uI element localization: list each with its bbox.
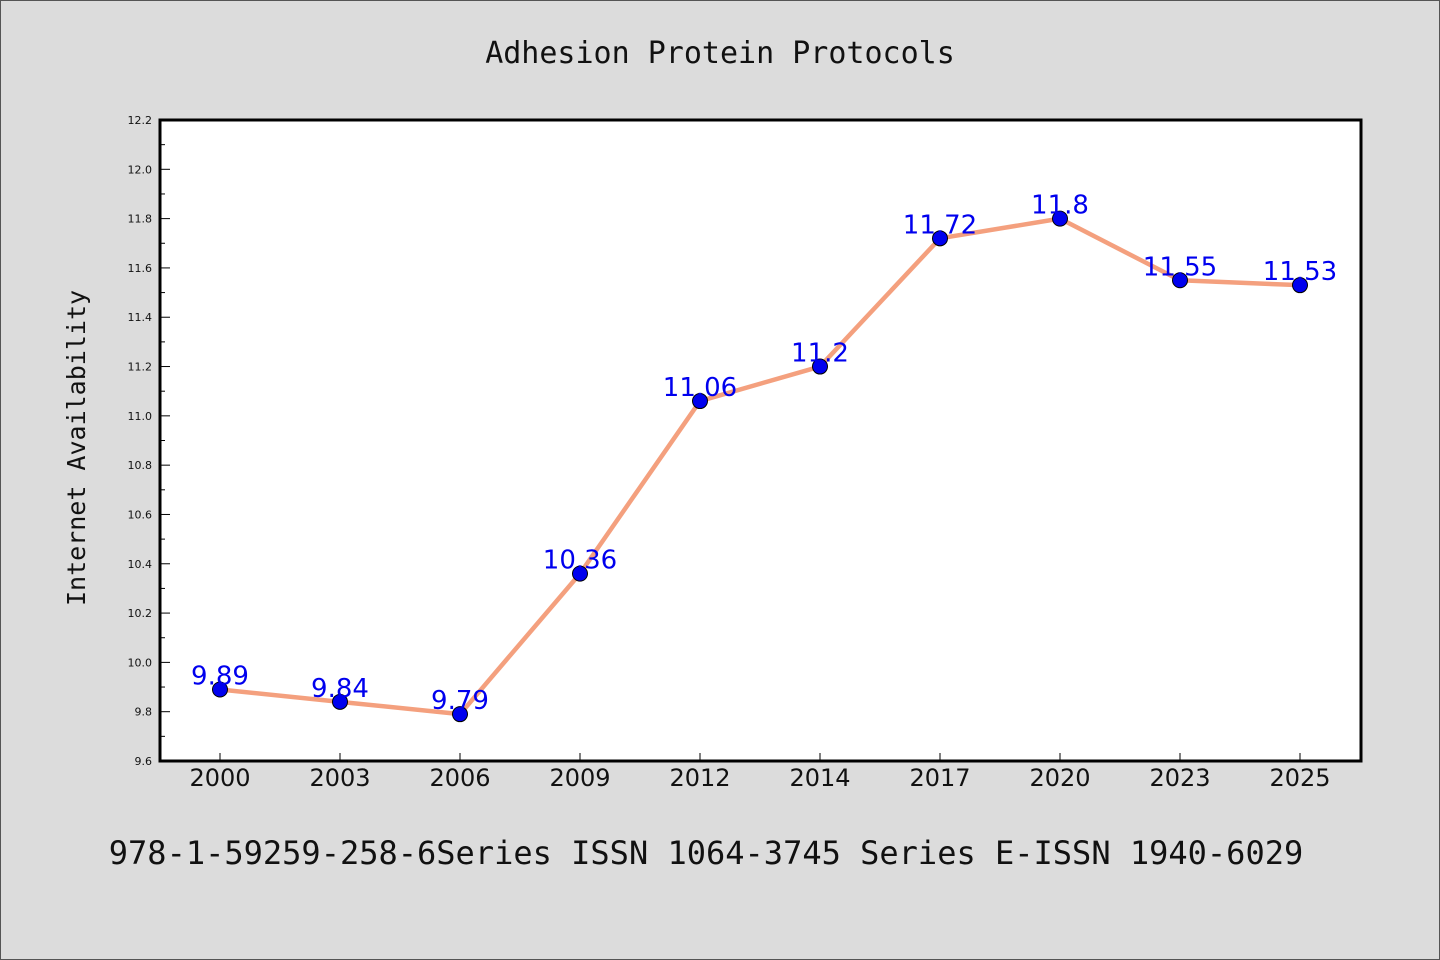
x-tick-label: 2000: [189, 764, 250, 792]
plot-area: [158, 118, 1363, 763]
data-label: 11.55: [1143, 252, 1217, 282]
x-tick-label: 2012: [669, 764, 730, 792]
x-tick-label: 2017: [909, 764, 970, 792]
x-tick-label: 2025: [1269, 764, 1330, 792]
chart-title: Adhesion Protein Protocols: [485, 36, 955, 71]
data-point: [332, 693, 348, 710]
x-tick-label: 2006: [429, 764, 490, 792]
data-point: [692, 393, 708, 410]
data-label: 9.79: [431, 686, 489, 716]
y-axis: 9.6 9.8 10.0 10.2 10.4 10.6 10.8 11.0 11.2 11.4 11…: [128, 114, 170, 768]
y-tick-label: 9.8: [135, 706, 153, 719]
y-tick-label: 12.0: [128, 163, 153, 176]
y-tick-label: 11.4: [128, 311, 153, 324]
data-point: [1052, 210, 1068, 227]
footer-isbn-text: 978-1-59259-258-6Series ISSN 1064-3745 S…: [109, 834, 1303, 872]
data-label: 9.84: [311, 674, 369, 704]
y-tick-label: 11.0: [128, 410, 153, 423]
y-tick-label: 12.2: [128, 114, 153, 127]
y-tick-label: 10.6: [128, 508, 153, 521]
data-label: 11.2: [791, 339, 849, 369]
data-label: 9.89: [191, 662, 249, 692]
x-tick-label: 2023: [1149, 764, 1210, 792]
data-label: 11.06: [663, 373, 737, 403]
y-axis-label: Internet Availability: [62, 290, 91, 606]
data-point: [572, 565, 588, 582]
y-tick-label: 11.8: [128, 213, 153, 226]
data-label: 11.8: [1031, 191, 1089, 221]
series-markers: [212, 210, 1308, 723]
data-point: [1292, 277, 1308, 294]
data-point: [212, 681, 228, 698]
y-tick-label: 10.2: [128, 607, 153, 620]
x-tick-label: 2003: [309, 764, 370, 792]
y-tick-label: 11.6: [128, 262, 153, 275]
y-tick-label: 10.0: [128, 656, 153, 669]
x-tick-label: 2014: [789, 764, 850, 792]
data-label: 10.36: [543, 546, 617, 576]
y-tick-label: 10.8: [128, 459, 153, 472]
data-label: 11.53: [1263, 257, 1337, 287]
x-tick-label: 2009: [549, 764, 610, 792]
y-tick-label: 9.6: [135, 755, 153, 768]
data-point: [1172, 272, 1188, 289]
data-point: [452, 706, 468, 723]
data-label: 11.72: [903, 210, 977, 240]
x-axis: 2000 2003 2006 2009 2012 2014 2017 2020 2023 2025: [189, 753, 1331, 792]
series-line: [219, 216, 1301, 717]
y-tick-label: 11.2: [128, 361, 153, 374]
data-labels: 9.89 9.84 9.79 10.36 11.06 11.2 11.72 11.8 11.55…: [191, 191, 1337, 717]
data-point: [932, 230, 948, 247]
x-tick-label: 2020: [1029, 764, 1090, 792]
y-tick-label: 10.4: [128, 558, 153, 571]
data-point: [812, 358, 828, 375]
